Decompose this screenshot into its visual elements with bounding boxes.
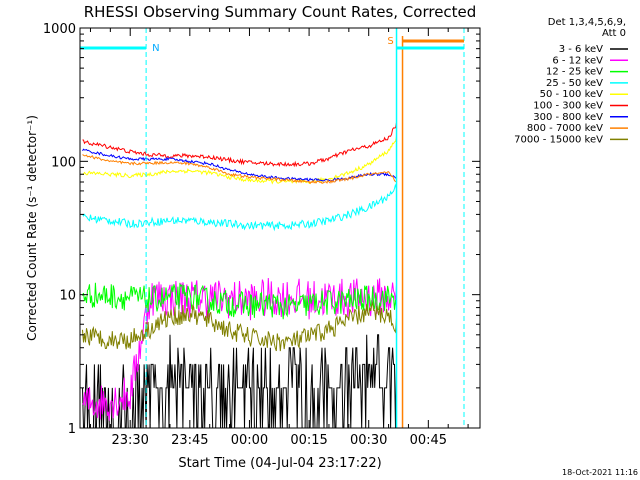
series-8 <box>82 301 397 352</box>
series-line-5 <box>82 122 397 168</box>
y-tick-label: 100 <box>51 155 76 170</box>
legend-title-line: Att 0 <box>602 28 626 39</box>
series-1 <box>82 277 397 421</box>
legend-entry-label: 100 - 300 keV <box>533 101 603 112</box>
series-line-2 <box>82 282 397 320</box>
plot-frame <box>79 27 481 429</box>
legend-entry-label: 300 - 800 keV <box>533 112 603 123</box>
series-7 <box>82 154 397 185</box>
legend-entry-label: 6 - 12 keV <box>552 55 603 66</box>
y-tick-label: 1 <box>68 422 76 437</box>
y-axis-label: Corrected Count Rate (s⁻¹ detector⁻¹) <box>25 115 39 341</box>
saa-label: S <box>387 36 393 47</box>
series-5 <box>82 122 397 168</box>
y-tick-label: 10 <box>59 289 76 304</box>
annotation-layer: NS <box>80 28 465 428</box>
series-line-8 <box>82 301 397 352</box>
legend-entry-label: 800 - 7000 keV <box>527 123 603 134</box>
series-line-4 <box>82 136 397 185</box>
legend-entry-label: 3 - 6 keV <box>559 44 603 55</box>
x-tick-label: 23:30 <box>111 433 148 448</box>
x-tick-label: 23:45 <box>171 433 208 448</box>
legend-entry-label: 12 - 25 keV <box>546 67 603 78</box>
x-tick-label: 00:45 <box>410 433 447 448</box>
night-label: N <box>152 43 159 54</box>
x-tick-label: 00:00 <box>231 433 268 448</box>
series-4 <box>82 136 397 185</box>
x-tick-label: 00:30 <box>350 433 387 448</box>
series-3 <box>82 184 397 232</box>
series-line-1 <box>82 277 397 421</box>
legend-entry-label: 7000 - 15000 keV <box>514 134 603 145</box>
y-tick-label: 1000 <box>43 22 76 37</box>
axis-layer: 1 10 100 1000 23:30 23:45 00:00 00:15 00:30 00:45 <box>43 22 480 448</box>
legend-entry-label: 25 - 50 keV <box>546 78 603 89</box>
series-line-3 <box>82 184 397 232</box>
series-2 <box>82 282 397 320</box>
legend-title-line: Det 1,3,4,5,6,9, <box>548 17 626 28</box>
footer-date: 18-Oct-2021 11:16 <box>562 468 638 477</box>
x-tick-label: 00:15 <box>290 433 327 448</box>
series-line-7 <box>82 154 397 185</box>
x-axis-label: Start Time (04-Jul-04 23:17:22) <box>178 456 381 471</box>
chart-title: RHESSI Observing Summary Count Rates, Co… <box>84 3 477 21</box>
legend-entry-label: 50 - 100 keV <box>540 89 604 100</box>
